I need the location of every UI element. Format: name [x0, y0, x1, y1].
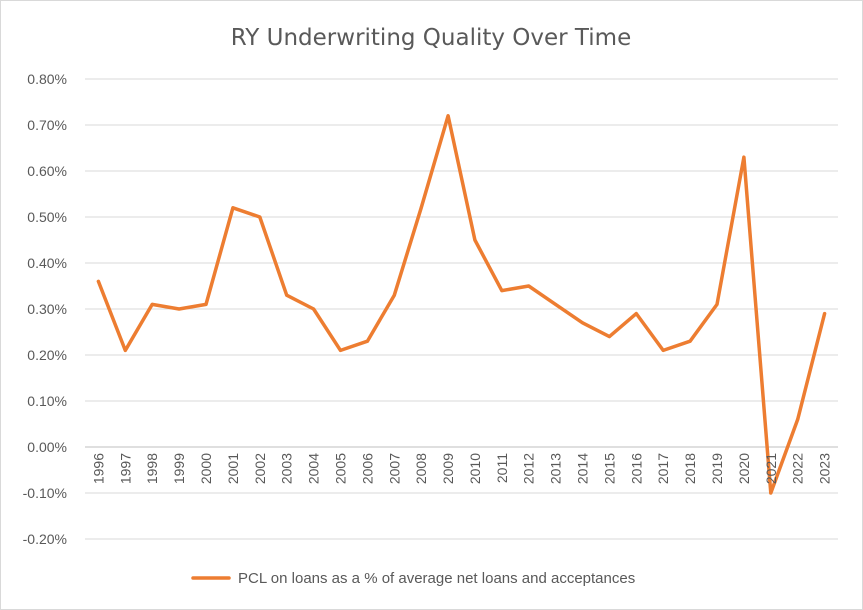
y-tick-label: 0.30% — [27, 301, 67, 317]
data-point — [661, 348, 665, 352]
series-layer — [96, 114, 827, 495]
data-point — [634, 312, 638, 316]
data-point — [554, 302, 558, 306]
x-tick-label: 1996 — [90, 453, 106, 484]
series-line — [96, 114, 827, 495]
x-tick-label: 2019 — [709, 453, 725, 484]
data-point — [607, 335, 611, 339]
x-tick-label: 2008 — [413, 453, 429, 484]
data-point — [365, 339, 369, 343]
x-tick-label: 2018 — [682, 453, 698, 484]
y-tick-label: 0.20% — [27, 347, 67, 363]
x-tick-label: 2001 — [225, 453, 241, 484]
data-point — [312, 307, 316, 311]
data-point — [96, 279, 100, 283]
data-point — [742, 155, 746, 159]
x-axis-tick-labels: 1996 1997 1998 1999 2000 2001 2002 2003 2004 2005… — [90, 453, 832, 484]
x-tick-label: 2017 — [655, 453, 671, 484]
x-tick-label: 2012 — [521, 453, 537, 484]
y-tick-label: 0.40% — [27, 255, 67, 271]
data-point — [446, 114, 450, 118]
x-tick-label: 1997 — [117, 453, 133, 484]
y-axis-tick-labels: -0.20% -0.10% 0.00% 0.10% 0.20% 0.30% 0.40% 0.5… — [23, 71, 67, 547]
x-tick-label: 2006 — [359, 453, 375, 484]
data-point — [715, 302, 719, 306]
data-point — [204, 302, 208, 306]
x-tick-label: 2023 — [817, 453, 833, 484]
data-point — [258, 215, 262, 219]
data-point — [500, 289, 504, 293]
x-tick-label: 2003 — [279, 453, 295, 484]
x-tick-label: 2013 — [548, 453, 564, 484]
x-tick-label: 2020 — [736, 453, 752, 484]
data-point — [527, 284, 531, 288]
x-tick-label: 2014 — [575, 453, 591, 484]
x-tick-label: 1998 — [144, 453, 160, 484]
x-tick-label: 2011 — [494, 453, 510, 483]
data-point — [419, 206, 423, 210]
x-tick-label: 2002 — [252, 453, 268, 484]
data-point — [177, 307, 181, 311]
x-tick-label: 2004 — [306, 453, 322, 484]
data-point — [581, 321, 585, 325]
data-point — [231, 206, 235, 210]
x-tick-label: 2005 — [332, 453, 348, 484]
y-tick-label: -0.10% — [23, 485, 67, 501]
data-point — [823, 312, 827, 316]
x-tick-label: 2000 — [198, 453, 214, 484]
y-tick-label: 0.70% — [27, 117, 67, 133]
x-tick-label: 2016 — [628, 453, 644, 484]
y-tick-label: 0.80% — [27, 71, 67, 87]
x-tick-label: 2022 — [790, 453, 806, 484]
data-point — [796, 417, 800, 421]
data-point — [769, 491, 773, 495]
x-tick-label: 2010 — [467, 453, 483, 484]
y-tick-label: 0.60% — [27, 163, 67, 179]
y-tick-label: -0.20% — [23, 531, 67, 547]
y-tick-label: 0.50% — [27, 209, 67, 225]
x-tick-label: 2015 — [601, 453, 617, 484]
y-tick-label: 0.00% — [27, 439, 67, 455]
x-tick-label: 2007 — [386, 453, 402, 484]
x-tick-label: 2009 — [440, 453, 456, 484]
x-tick-label: 2021 — [763, 453, 779, 484]
data-point — [688, 339, 692, 343]
y-tick-label: 0.10% — [27, 393, 67, 409]
data-point — [473, 238, 477, 242]
data-point — [123, 348, 127, 352]
data-point — [150, 302, 154, 306]
data-point — [285, 293, 289, 297]
legend-label: PCL on loans as a % of average net loans… — [238, 570, 635, 587]
data-point — [392, 293, 396, 297]
data-point — [338, 348, 342, 352]
legend: PCL on loans as a % of average net loans… — [191, 570, 635, 587]
x-tick-label: 1999 — [171, 453, 187, 484]
chart-title: RY Underwriting Quality Over Time — [231, 25, 631, 51]
